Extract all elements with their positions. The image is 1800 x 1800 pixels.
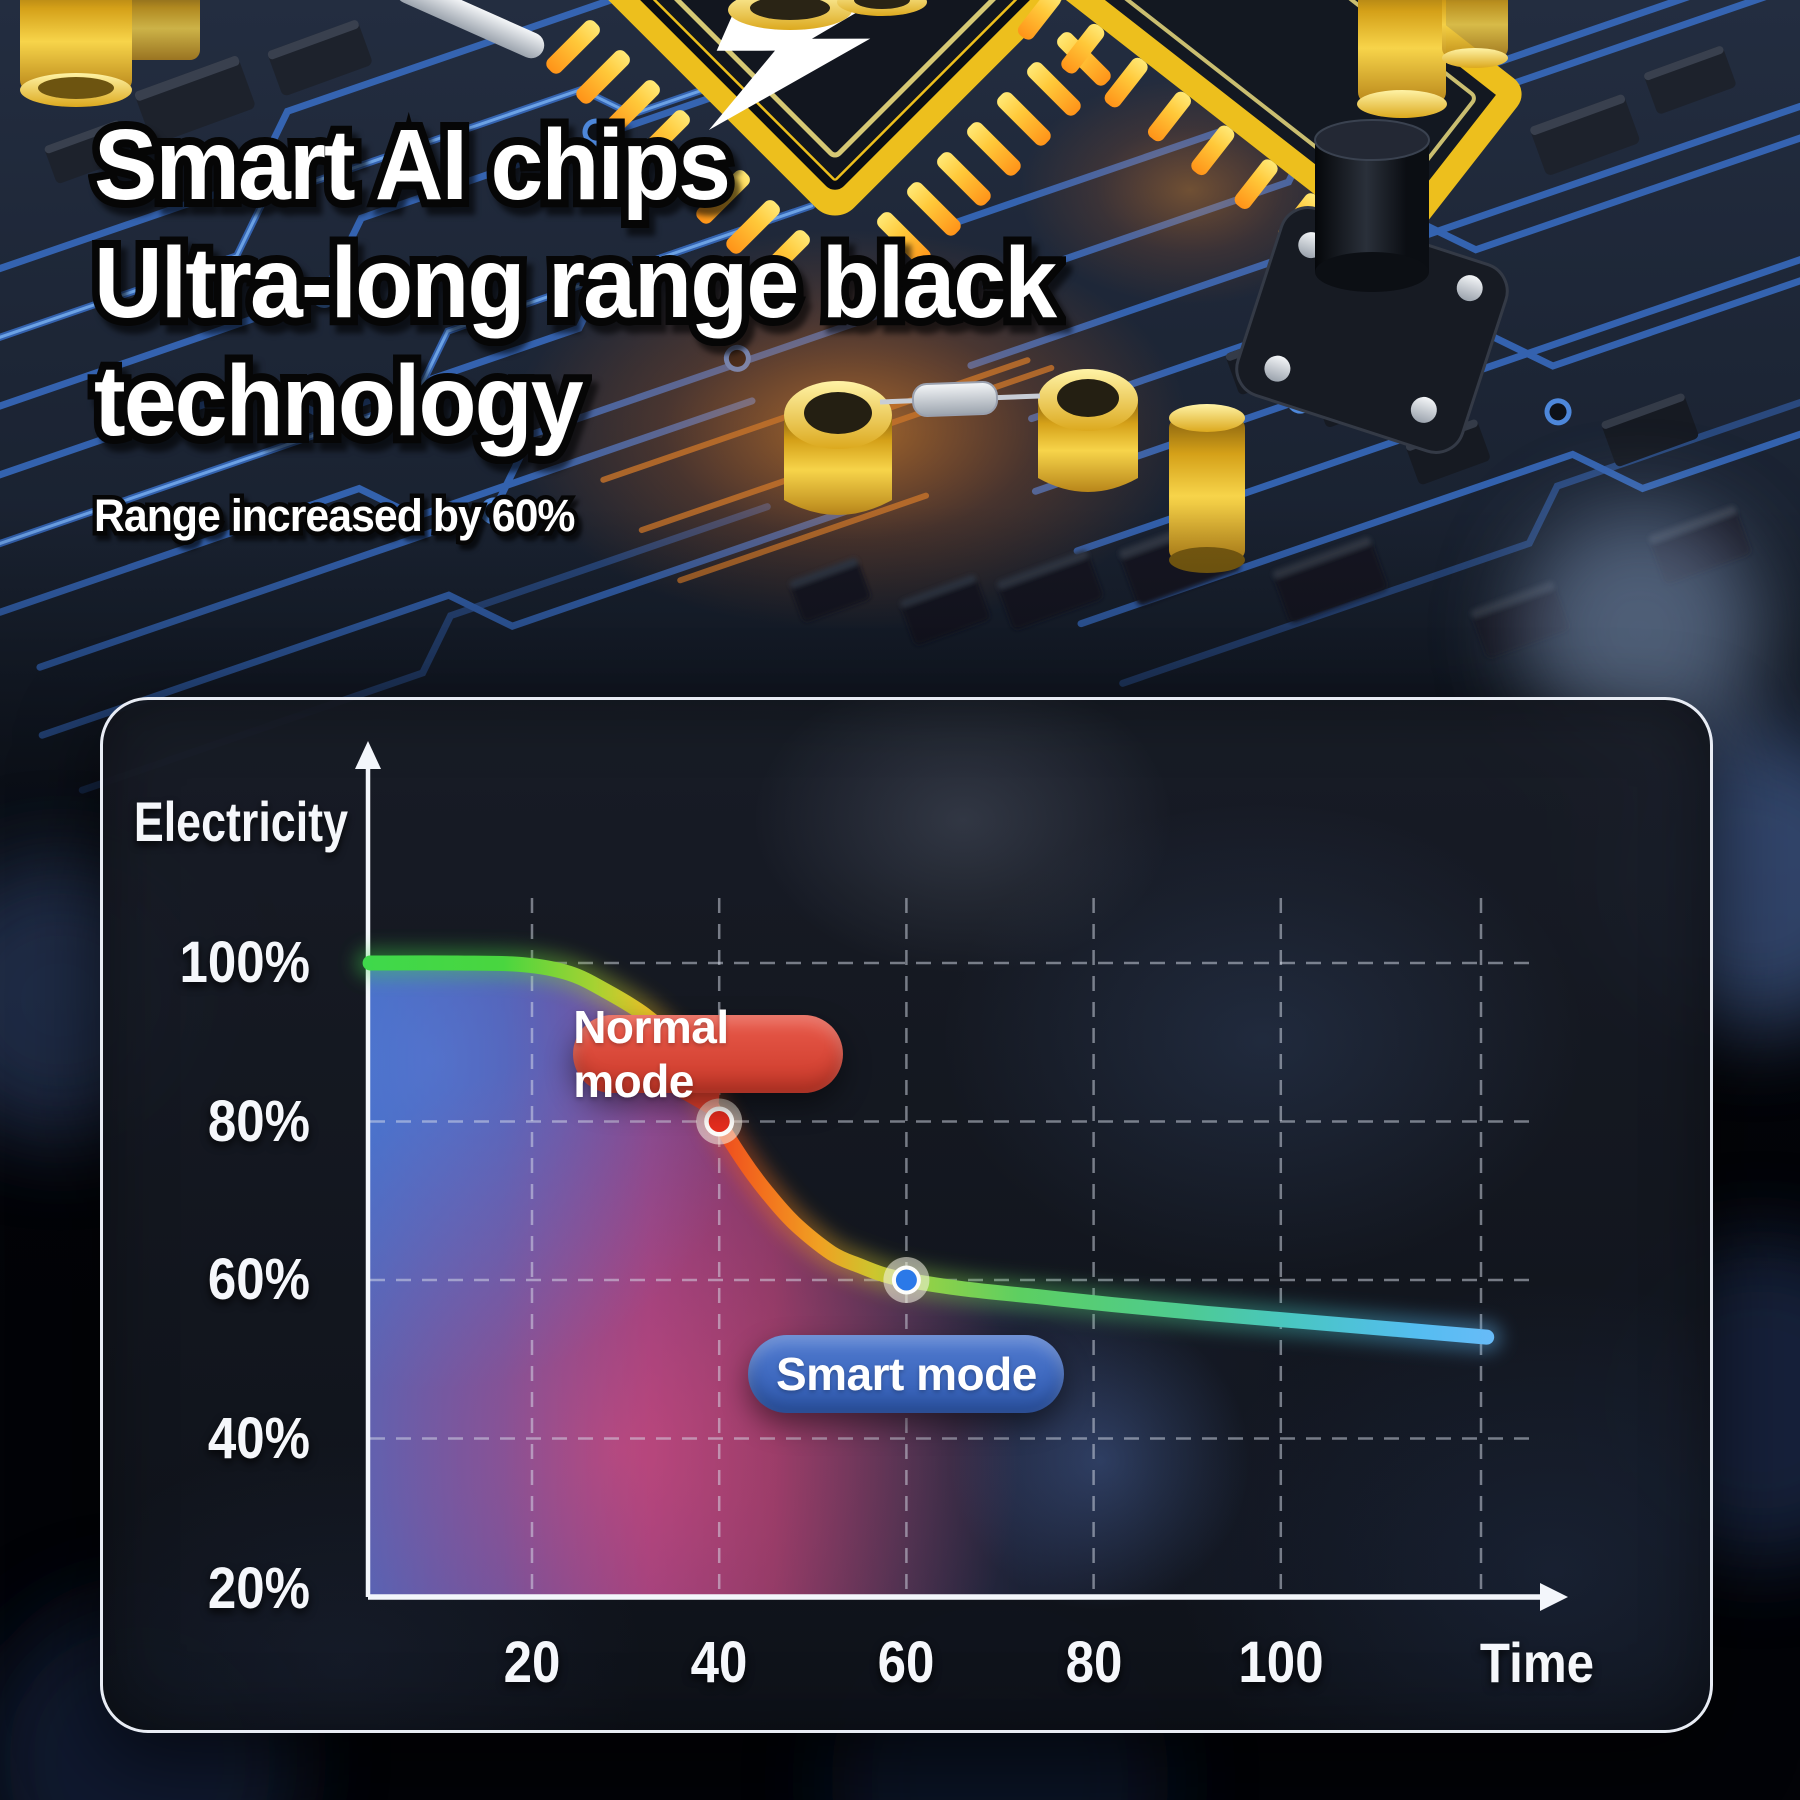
x-axis-arrow	[1540, 1583, 1568, 1611]
smart-marker-dot	[895, 1269, 917, 1291]
normal-mode-badge-label: Normal mode	[573, 1000, 729, 1107]
x-tick-label: 40	[690, 1630, 748, 1695]
smart-mode-badge-label: Smart mode	[775, 1348, 1037, 1400]
hero-text-block: Smart AI chips Ultra-long range black te…	[94, 106, 1106, 546]
y-tick-label: 20%	[207, 1556, 310, 1621]
electricity-time-chart	[103, 700, 1710, 1730]
x-tick-label: 80	[1065, 1630, 1122, 1695]
headline: Smart AI chips Ultra-long range black te…	[94, 106, 1106, 460]
subtitle: Range increased by 60%	[94, 486, 1055, 546]
y-axis-arrow	[355, 741, 381, 769]
y-axis-title: Electricity	[133, 790, 348, 853]
series-line	[362, 955, 1495, 1345]
smart-mode-badge: Smart mode	[748, 1335, 1065, 1413]
chart-panel: Electricity Time 100% 80% 60% 40% 20% 20 40 60 8…	[100, 697, 1713, 1733]
horizontal-gridlines	[370, 961, 1537, 1440]
headline-line-3: technology	[94, 342, 1055, 460]
x-tick-label: 60	[877, 1630, 935, 1695]
normal-marker-dot	[708, 1111, 730, 1132]
y-tick-label: 60%	[207, 1247, 310, 1312]
x-tick-label: 20	[503, 1630, 561, 1695]
x-axis-title: Time	[1479, 1631, 1595, 1694]
vertical-gridlines	[530, 898, 1483, 1597]
y-tick-label: 40%	[207, 1405, 310, 1471]
chart-labels: Electricity Time 100% 80% 60% 40% 20% 20 40 60 8…	[103, 700, 1710, 1730]
headline-line-2: Ultra-long range black	[94, 224, 1057, 342]
headline-line-1: Smart AI chips	[94, 106, 1055, 224]
x-tick-label: 100	[1238, 1630, 1324, 1695]
y-tick-label: 100%	[179, 930, 310, 995]
y-tick-label: 80%	[207, 1088, 310, 1154]
normal-mode-badge: Normal mode	[573, 1001, 844, 1107]
